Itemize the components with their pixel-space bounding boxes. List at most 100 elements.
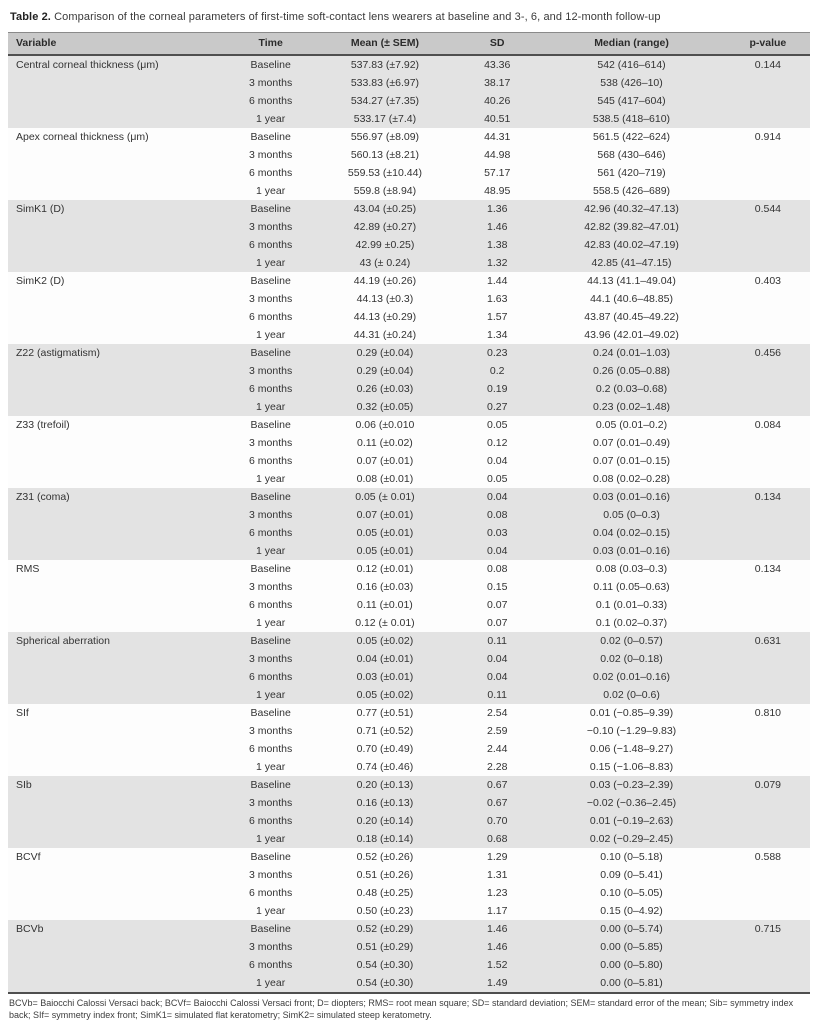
table-row: 3 months 42.89 (±0.27) 1.46 42.82 (39.82–47…: [8, 218, 810, 236]
table-row: 3 months 0.29 (±0.04) 0.2 0.26 (0.05–0.88): [8, 362, 810, 380]
mean-cell: 0.12 (± 0.01): [312, 614, 458, 632]
time-cell: 6 months: [228, 884, 313, 902]
pvalue-cell: 0.810: [725, 704, 810, 722]
time-cell: 3 months: [228, 218, 313, 236]
mean-cell: 44.31 (±0.24): [312, 326, 458, 344]
pvalue-cell: 0.914: [725, 128, 810, 146]
pvalue-cell: [725, 290, 810, 308]
time-cell: Baseline: [228, 416, 313, 434]
mean-cell: 0.07 (±0.01): [312, 452, 458, 470]
time-cell: 3 months: [228, 506, 313, 524]
sd-cell: 0.05: [457, 470, 538, 488]
time-cell: 1 year: [228, 686, 313, 704]
median-cell: 0.23 (0.02–1.48): [537, 398, 726, 416]
table-row: 6 months 0.11 (±0.01) 0.07 0.1 (0.01–0.33): [8, 596, 810, 614]
sd-cell: 1.23: [457, 884, 538, 902]
time-cell: Baseline: [228, 200, 313, 218]
table-footnote: BCVb= Baiocchi Calossi Versaci back; BCV…: [9, 998, 794, 1020]
mean-cell: 533.83 (±6.97): [312, 74, 458, 92]
median-cell: −0.10 (−1.29–9.83): [537, 722, 726, 740]
sd-cell: 0.68: [457, 830, 538, 848]
mean-cell: 0.54 (±0.30): [312, 956, 458, 974]
pvalue-cell: 0.134: [725, 488, 810, 506]
table-row: BCVf Baseline 0.52 (±0.26) 1.29 0.10 (0–5.18…: [8, 848, 810, 866]
mean-cell: 0.51 (±0.26): [312, 866, 458, 884]
median-cell: 0.1 (0.02–0.37): [537, 614, 726, 632]
mean-cell: 0.12 (±0.01): [312, 560, 458, 578]
variable-cell: Z31 (coma): [8, 488, 229, 506]
variable-cell: [8, 902, 229, 920]
pvalue-cell: [725, 974, 810, 993]
mean-cell: 0.07 (±0.01): [312, 506, 458, 524]
time-cell: Baseline: [228, 776, 313, 794]
variable-cell: SimK1 (D): [8, 200, 229, 218]
median-cell: 0.15 (−1.06–8.83): [537, 758, 726, 776]
time-cell: Baseline: [228, 128, 313, 146]
table-row: 1 year 0.32 (±0.05) 0.27 0.23 (0.02–1.48): [8, 398, 810, 416]
variable-cell: [8, 146, 229, 164]
median-cell: 43.87 (40.45–49.22): [537, 308, 726, 326]
mean-cell: 43 (± 0.24): [312, 254, 458, 272]
sd-cell: 0.07: [457, 596, 538, 614]
median-cell: 44.1 (40.6–48.85): [537, 290, 726, 308]
variable-cell: [8, 218, 229, 236]
sd-cell: 1.31: [457, 866, 538, 884]
pvalue-cell: [725, 92, 810, 110]
sd-cell: 0.11: [457, 632, 538, 650]
column-header-mean-sem: Mean (± SEM): [312, 32, 458, 56]
table-row: 1 year 44.31 (±0.24) 1.34 43.96 (42.01–49.0…: [8, 326, 810, 344]
mean-cell: 560.13 (±8.21): [312, 146, 458, 164]
variable-cell: [8, 542, 229, 560]
mean-cell: 0.18 (±0.14): [312, 830, 458, 848]
sd-cell: 38.17: [457, 74, 538, 92]
variable-cell: [8, 668, 229, 686]
table-row: 6 months 0.05 (±0.01) 0.03 0.04 (0.02–0.15): [8, 524, 810, 542]
mean-cell: 0.29 (±0.04): [312, 344, 458, 362]
table-row: 1 year 0.08 (±0.01) 0.05 0.08 (0.02–0.28): [8, 470, 810, 488]
time-cell: 1 year: [228, 830, 313, 848]
sd-cell: 40.51: [457, 110, 538, 128]
pvalue-cell: [725, 110, 810, 128]
median-cell: 561 (420–719): [537, 164, 726, 182]
mean-cell: 0.03 (±0.01): [312, 668, 458, 686]
table-row: 3 months 0.07 (±0.01) 0.08 0.05 (0–0.3): [8, 506, 810, 524]
mean-cell: 0.05 (±0.02): [312, 686, 458, 704]
pvalue-cell: [725, 470, 810, 488]
sd-cell: 0.23: [457, 344, 538, 362]
time-cell: 6 months: [228, 740, 313, 758]
variable-cell: [8, 452, 229, 470]
time-cell: Baseline: [228, 848, 313, 866]
pvalue-cell: [725, 164, 810, 182]
variable-cell: Spherical aberration: [8, 632, 229, 650]
median-cell: 0.00 (0–5.81): [537, 974, 726, 993]
median-cell: 0.02 (0.01–0.16): [537, 668, 726, 686]
variable-cell: [8, 830, 229, 848]
variable-cell: [8, 92, 229, 110]
median-cell: 0.08 (0.02–0.28): [537, 470, 726, 488]
header-row: Variable Time Mean (± SEM) SD Median (ra…: [8, 32, 810, 56]
mean-cell: 0.20 (±0.14): [312, 812, 458, 830]
time-cell: 1 year: [228, 470, 313, 488]
mean-cell: 0.26 (±0.03): [312, 380, 458, 398]
variable-cell: RMS: [8, 560, 229, 578]
table-row: Central corneal thickness (μm) Baseline 53…: [8, 55, 810, 74]
table-header: Variable Time Mean (± SEM) SD Median (ra…: [8, 32, 810, 56]
pvalue-cell: 0.456: [725, 344, 810, 362]
time-cell: Baseline: [228, 344, 313, 362]
time-cell: 3 months: [228, 794, 313, 812]
pvalue-cell: [725, 434, 810, 452]
mean-cell: 0.71 (±0.52): [312, 722, 458, 740]
table-row: Z31 (coma) Baseline 0.05 (± 0.01) 0.04 0.03 …: [8, 488, 810, 506]
sd-cell: 0.67: [457, 776, 538, 794]
sd-cell: 0.27: [457, 398, 538, 416]
mean-cell: 0.29 (±0.04): [312, 362, 458, 380]
time-cell: 6 months: [228, 92, 313, 110]
pvalue-cell: [725, 398, 810, 416]
sd-cell: 1.44: [457, 272, 538, 290]
median-cell: 568 (430–646): [537, 146, 726, 164]
median-cell: 0.00 (0–5.80): [537, 956, 726, 974]
median-cell: 42.83 (40.02–47.19): [537, 236, 726, 254]
table-row: SIb Baseline 0.20 (±0.13) 0.67 0.03 (−0.23–2…: [8, 776, 810, 794]
median-cell: 538 (426–10): [537, 74, 726, 92]
median-cell: 0.08 (0.03–0.3): [537, 560, 726, 578]
